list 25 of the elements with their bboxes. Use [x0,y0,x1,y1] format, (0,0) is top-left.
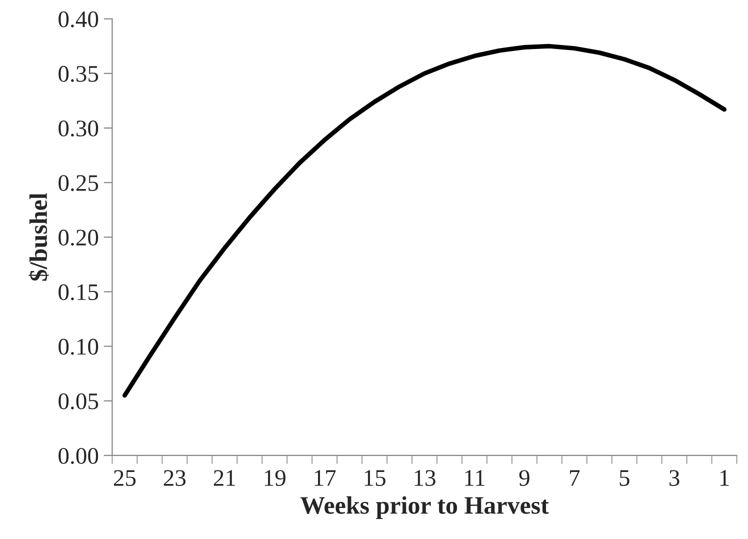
x-tick-label: 11 [465,470,484,486]
y-tick-label: 0.30 [58,120,98,137]
y-tick-label: 0.10 [58,338,98,355]
x-tick-label: 17 [314,470,336,486]
x-tick-label: 7 [570,470,580,486]
x-tick-label: 13 [414,470,436,486]
x-tick-label: 3 [670,470,680,486]
y-axis-title: $/bushel [28,193,49,281]
y-tick-label: 0.05 [58,393,98,410]
y-tick-label: 0.00 [58,448,98,464]
x-tick-label: 23 [164,470,186,486]
y-tick-label: 0.20 [58,230,98,246]
line-series [122,44,727,398]
x-tick-label: 5 [620,470,630,486]
x-tick-label: 21 [214,470,236,486]
y-tick-label: 0.40 [58,11,98,28]
y-tick-label: 0.35 [58,66,98,82]
y-tick-label: 0.25 [58,175,98,192]
x-tick-label: 19 [264,470,286,486]
x-tick-label: 1 [720,470,729,486]
x-tick-label: 15 [364,470,386,486]
x-axis-title: Weeks prior to Harvest [300,496,549,519]
y-tick-label: 0.15 [58,284,98,300]
x-tick-label: 9 [519,470,530,486]
x-tick-label: 25 [114,470,136,486]
